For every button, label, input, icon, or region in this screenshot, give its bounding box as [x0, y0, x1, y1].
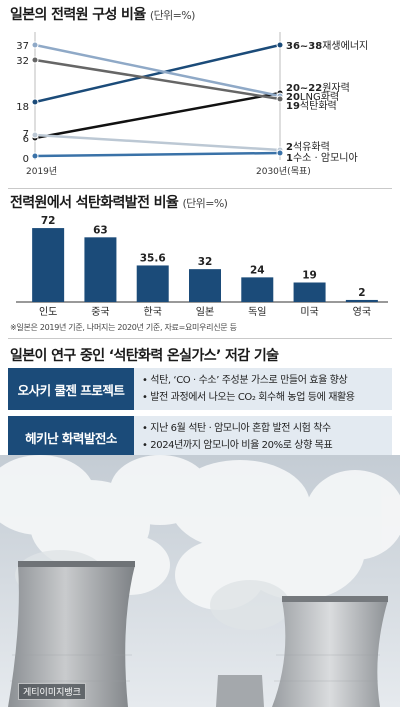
bar-중국	[84, 237, 117, 302]
series-point-start	[31, 41, 39, 49]
bar-value-label: 63	[93, 224, 108, 236]
line-chart-title: 일본의 전력원 구성 비율 (단위=%)	[10, 4, 195, 24]
series-line-1	[34, 43, 281, 104]
line-chart: 2019년 2030년(목표)1836~38재생에너지620~22원자력3720L…	[16, 32, 368, 177]
tech-item-label: 오사키 쿨젠 프로젝트	[8, 368, 134, 410]
series-line-5	[34, 133, 281, 152]
bar-value-label: 35.6	[140, 252, 166, 264]
x-tick-label: 2030년(목표)	[256, 166, 311, 177]
line-chart-unit: (단위=%)	[149, 9, 196, 22]
series-line-2	[34, 91, 281, 140]
section-divider	[8, 338, 392, 339]
category-label: 영국	[353, 306, 371, 318]
bar-value-label: 19	[302, 269, 317, 281]
bar-chart-title: 전력원에서 석탄화력발전 비율 (단위=%)	[10, 192, 228, 212]
bar-value-label: 72	[41, 215, 56, 227]
series-name-label: 석탄화력	[300, 100, 337, 112]
series-point-start	[31, 98, 39, 106]
bar-value-label: 32	[198, 256, 213, 268]
series-name-label: 원자력	[322, 82, 350, 94]
bar-독일	[241, 277, 274, 302]
series-name-label: 수소 · 암모니아	[293, 152, 358, 164]
category-label: 일본	[196, 306, 214, 318]
start-value-label: 32	[16, 56, 29, 67]
tech-item-line: • 석탄, ‘CO · 수소’ 주성분 가스로 만들어 효율 향상	[142, 375, 348, 386]
section-divider	[8, 188, 392, 189]
line-chart-title-text: 일본의 전력원 구성 비율	[10, 7, 146, 23]
series-name-label: LNG화력	[300, 91, 339, 103]
series-point-end	[276, 41, 284, 49]
bar-인도	[32, 228, 65, 302]
end-value: 36~38	[286, 41, 322, 52]
series-line-3	[34, 43, 281, 98]
start-value-label: 7	[23, 129, 29, 140]
bar-영국	[345, 299, 378, 302]
series-point-end	[276, 149, 284, 157]
tech-item-label: 헤키난 화력발전소	[8, 416, 134, 458]
end-value-label: 36~38재생에너지	[286, 40, 368, 52]
start-value-label: 18	[16, 102, 29, 113]
end-value-label: 20LNG화력	[286, 91, 339, 103]
end-value: 20~22	[286, 83, 322, 94]
bar-chart-unit: (단위=%)	[182, 197, 228, 210]
series-point-start	[31, 152, 39, 160]
end-value: 2	[286, 142, 293, 153]
bar-value-label: 2	[358, 287, 365, 299]
end-value-label: 19석탄화력	[286, 100, 337, 112]
tech-item-lines: • 지난 6월 석탄 · 암모니아 혼합 발전 시험 착수 • 2024년까지 …	[142, 420, 390, 454]
tech-title: 일본이 연구 중인 ‘석탄화력 온실가스’ 저감 기술	[10, 348, 279, 364]
tech-item-line: • 2024년까지 암모니아 비율 20%로 상향 목표	[142, 440, 333, 451]
series-point-start	[31, 131, 39, 139]
category-label: 인도	[39, 306, 57, 318]
tech-item-osaki: 오사키 쿨젠 프로젝트 • 석탄, ‘CO · 수소’ 주성분 가스로 만들어 …	[8, 368, 392, 410]
end-value-label: 1수소 · 암모니아	[286, 152, 358, 164]
source-note: ※일본은 2019년 기준, 나머지는 2020년 기준, 자료=요미우리신문 …	[10, 323, 237, 332]
end-value: 19	[286, 101, 300, 112]
x-tick-label: 2019년	[26, 166, 57, 177]
start-value-label: 6	[23, 134, 29, 145]
end-value: 1	[286, 153, 293, 164]
bar-chart-title-text: 전력원에서 석탄화력발전 비율	[10, 195, 179, 211]
category-label: 독일	[248, 306, 266, 318]
tech-item-hekinan: 헤키난 화력발전소 • 지난 6월 석탄 · 암모니아 혼합 발전 시험 착수 …	[8, 416, 392, 458]
series-line-6	[34, 151, 281, 158]
start-value-label: 0	[23, 154, 29, 165]
end-value-label: 20~22원자력	[286, 82, 350, 94]
series-point-end	[276, 95, 284, 103]
bar-chart: 72 인도 63 중국 35.6 한국 32 일본 24 독일 19 미국 2 영국	[16, 215, 388, 318]
cooling-towers-photo	[0, 455, 400, 707]
bar-일본	[189, 269, 221, 302]
tech-item-line: • 발전 과정에서 나오는 CO₂ 회수해 농업 등에 재활용	[142, 392, 355, 403]
series-line-4	[34, 58, 281, 101]
tech-item-line: • 지난 6월 석탄 · 암모니아 혼합 발전 시험 착수	[142, 423, 331, 434]
end-value: 20	[286, 92, 300, 103]
bar-미국	[293, 282, 326, 302]
bar-value-label: 24	[250, 264, 265, 276]
series-point-start	[31, 56, 39, 64]
category-label: 한국	[144, 306, 162, 318]
bar-한국	[136, 265, 169, 302]
tech-item-lines: • 석탄, ‘CO · 수소’ 주성분 가스로 만들어 효율 향상 • 발전 과…	[142, 372, 390, 406]
series-name-label: 석유화력	[293, 141, 330, 153]
category-label: 미국	[300, 306, 318, 318]
series-name-label: 재생에너지	[322, 40, 368, 52]
photo-credit: 게티이미지뱅크	[18, 683, 86, 700]
start-value-label: 37	[16, 41, 29, 52]
end-value-label: 2석유화력	[286, 141, 330, 153]
category-label: 중국	[91, 306, 109, 318]
